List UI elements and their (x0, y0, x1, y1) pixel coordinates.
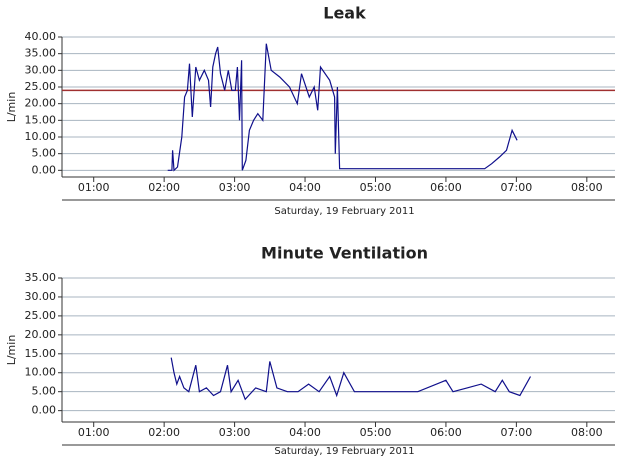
y-axis-label: L/min (5, 92, 18, 123)
x-tick-label: 01:00 (78, 426, 110, 439)
y-tick-label: 15.00 (25, 347, 57, 360)
x-axis-label: Saturday, 19 February 2011 (274, 446, 414, 457)
x-tick-label: 04:00 (289, 181, 321, 194)
x-tick-label: 02:00 (148, 181, 180, 194)
y-tick-label: 35.00 (25, 271, 57, 284)
x-tick-label: 07:00 (501, 181, 533, 194)
y-tick-label: 5.00 (32, 385, 57, 398)
y-tick-label: 15.00 (25, 113, 57, 126)
y-tick-label: 40.00 (25, 30, 57, 43)
x-tick-label: 08:00 (571, 181, 603, 194)
series-line (167, 43, 518, 172)
y-tick-label: 20.00 (25, 97, 57, 110)
x-tick-label: 02:00 (148, 426, 180, 439)
x-tick-label: 04:00 (289, 426, 321, 439)
x-tick-label: 01:00 (78, 181, 110, 194)
x-tick-label: 07:00 (501, 426, 533, 439)
y-tick-label: 20.00 (25, 328, 57, 341)
chart-title: Leak (323, 4, 366, 23)
series-line (170, 357, 532, 401)
x-axis-label: Saturday, 19 February 2011 (274, 206, 414, 217)
y-tick-label: 30.00 (25, 63, 57, 76)
chart-title: Minute Ventilation (261, 244, 428, 263)
y-tick-label: 5.00 (32, 147, 57, 160)
x-tick-label: 05:00 (360, 181, 392, 194)
x-tick-label: 03:00 (219, 181, 251, 194)
x-tick-label: 06:00 (430, 181, 462, 194)
y-tick-label: 10.00 (25, 366, 57, 379)
y-tick-label: 25.00 (25, 80, 57, 93)
y-tick-label: 35.00 (25, 47, 57, 60)
y-tick-label: 0.00 (32, 163, 57, 176)
x-tick-label: 03:00 (219, 426, 251, 439)
x-tick-label: 06:00 (430, 426, 462, 439)
y-tick-label: 30.00 (25, 290, 57, 303)
x-tick-label: 05:00 (360, 426, 392, 439)
x-tick-label: 08:00 (571, 426, 603, 439)
y-tick-label: 0.00 (32, 404, 57, 417)
y-tick-label: 10.00 (25, 130, 57, 143)
y-tick-label: 25.00 (25, 309, 57, 322)
y-axis-label: L/min (5, 335, 18, 366)
